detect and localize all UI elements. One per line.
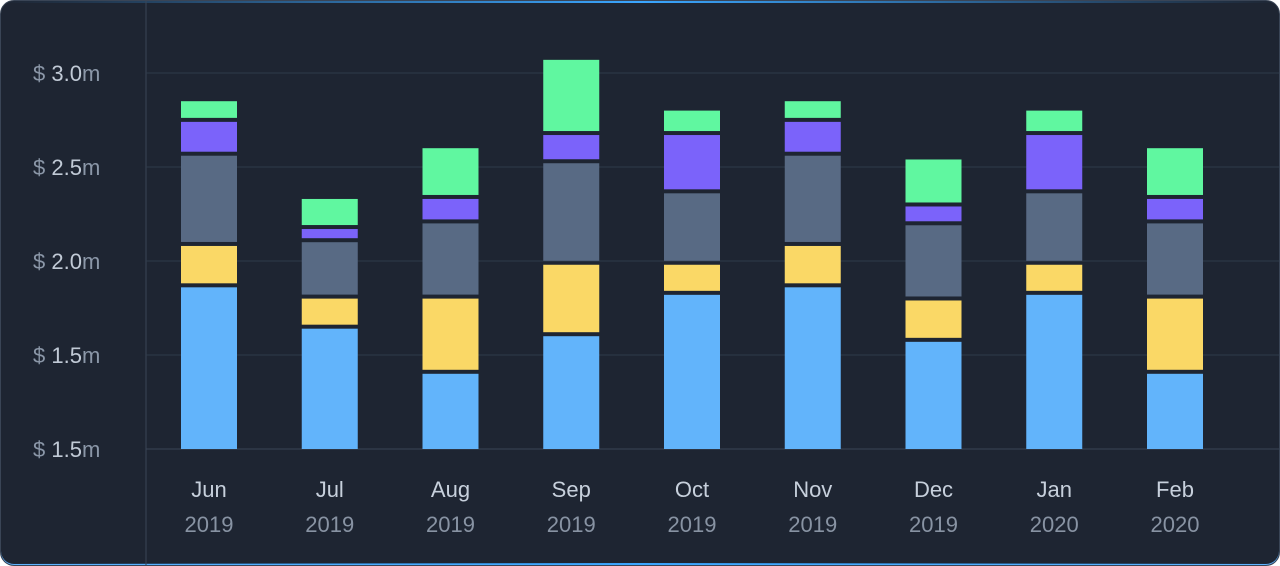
x-tick-month: Jun	[191, 477, 226, 502]
bar-segment[interactable]	[301, 298, 358, 325]
bar-segment[interactable]	[1026, 264, 1083, 291]
x-tick-month: Nov	[793, 477, 832, 502]
bar-segment[interactable]	[664, 193, 720, 261]
x-tick-month: Aug	[431, 477, 470, 502]
bar-segment[interactable]	[422, 373, 479, 449]
x-tick-month: Feb	[1156, 477, 1194, 502]
bar-segment[interactable]	[301, 328, 358, 449]
bar-segment[interactable]	[784, 121, 841, 152]
bar-segment[interactable]	[301, 242, 358, 295]
x-tick-month: Dec	[914, 477, 953, 502]
bar-segment[interactable]	[1026, 135, 1083, 190]
top-accent-line	[1, 1, 1279, 3]
bar-segment[interactable]	[543, 336, 600, 449]
bar-segment[interactable]	[905, 159, 962, 203]
x-tick-year: 2019	[185, 512, 234, 537]
bar-segment[interactable]	[422, 298, 479, 370]
y-tick-label: $ 2.0m	[33, 249, 100, 274]
bar-segment[interactable]	[1147, 148, 1203, 195]
x-tick-month: Jul	[316, 477, 344, 502]
bar-segment[interactable]	[543, 59, 600, 132]
bar-segment[interactable]	[181, 121, 237, 152]
bar-segment[interactable]	[905, 225, 962, 297]
bar-segment[interactable]	[664, 110, 720, 132]
bar-segment[interactable]	[1147, 198, 1203, 220]
bar-segment[interactable]	[905, 300, 962, 338]
bar-segment[interactable]	[1147, 223, 1203, 295]
bar-segment[interactable]	[664, 264, 720, 291]
bar-segment[interactable]	[301, 198, 358, 226]
x-tick-year: 2019	[547, 512, 596, 537]
bar-segment[interactable]	[1026, 110, 1083, 132]
x-tick-month: Sep	[552, 477, 591, 502]
x-tick-month: Oct	[675, 477, 709, 502]
bar-segment[interactable]	[784, 101, 841, 118]
bar-segment[interactable]	[543, 135, 600, 160]
x-tick-year: 2019	[909, 512, 958, 537]
bar-segment[interactable]	[1026, 294, 1083, 449]
x-tick-year: 2019	[305, 512, 354, 537]
y-tick-label: $ 3.0m	[33, 61, 100, 86]
bar-segment[interactable]	[181, 155, 237, 242]
x-tick-year: 2019	[788, 512, 837, 537]
bar-segment[interactable]	[422, 148, 479, 195]
bar-segment[interactable]	[905, 341, 962, 449]
x-tick-year: 2019	[668, 512, 717, 537]
bar-segment[interactable]	[664, 135, 720, 190]
bar-segment[interactable]	[1026, 193, 1083, 261]
bar-segment[interactable]	[1147, 373, 1203, 449]
bar-segment[interactable]	[1147, 298, 1203, 370]
bar-segment[interactable]	[301, 229, 358, 239]
bar-segment[interactable]	[905, 206, 962, 222]
x-tick-year: 2020	[1030, 512, 1079, 537]
bar-segment[interactable]	[422, 198, 479, 220]
bar-segment[interactable]	[181, 101, 237, 118]
x-tick-month: Jan	[1037, 477, 1072, 502]
x-tick-year: 2020	[1151, 512, 1200, 537]
bar-segment[interactable]	[422, 223, 479, 295]
bar-segment[interactable]	[784, 155, 841, 242]
y-tick-label: $ 2.5m	[33, 155, 100, 180]
bar-segment[interactable]	[784, 287, 841, 449]
bar-segment[interactable]	[543, 264, 600, 333]
x-tick-year: 2019	[426, 512, 475, 537]
y-tick-label: $ 1.5m	[33, 437, 100, 462]
bar-segment[interactable]	[543, 163, 600, 261]
bar-segment[interactable]	[181, 287, 237, 449]
bottom-accent-line	[1, 563, 1279, 565]
bar-segment[interactable]	[181, 245, 237, 284]
bar-segment[interactable]	[664, 294, 720, 449]
bar-segment[interactable]	[784, 245, 841, 284]
y-tick-label: $ 1.5m	[33, 343, 100, 368]
